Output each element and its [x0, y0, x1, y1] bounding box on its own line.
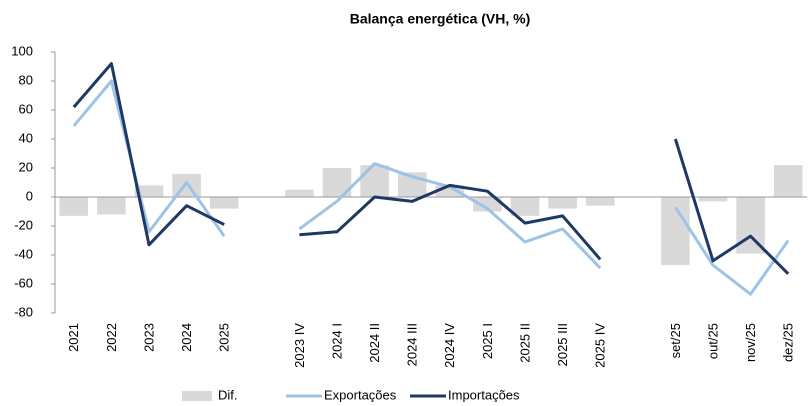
bar: [473, 197, 502, 212]
bar: [585, 197, 615, 206]
y-tick-label: 60: [19, 101, 33, 116]
x-tick-label: set/25: [668, 323, 683, 358]
y-tick-label: 100: [11, 43, 33, 58]
y-tick-label: 40: [19, 130, 33, 145]
bar: [209, 197, 239, 209]
x-tick-label: 2024: [179, 323, 194, 352]
x-tick-label: 2022: [104, 323, 119, 352]
bar: [59, 197, 89, 216]
x-tick-label: 2024 III: [405, 323, 420, 366]
x-tick-label: dez/25: [781, 323, 796, 362]
y-tick-label: -40: [14, 246, 33, 261]
x-tick-label: nov/25: [743, 323, 758, 362]
x-tick-label: 2023: [141, 323, 156, 352]
x-tick-label: 2024 II: [367, 323, 382, 363]
legend-swatch: [182, 391, 212, 401]
y-tick-label: 20: [19, 159, 33, 174]
chart-title: Balança energética (VH, %): [350, 11, 531, 27]
x-tick-label: 2023 IV: [292, 323, 307, 368]
x-tick-label: 2024 IV: [442, 323, 457, 368]
x-tick-label: 2025 III: [555, 323, 570, 366]
y-tick-label: -60: [14, 275, 33, 290]
bar: [548, 197, 577, 209]
legend-label: Importações: [448, 387, 520, 402]
x-tick-label: 2021: [66, 323, 81, 352]
line: [674, 206, 790, 296]
x-tick-label: 2024 I: [329, 323, 344, 359]
x-tick-label: 2025 II: [517, 323, 532, 363]
x-tick-label: 2025 IV: [593, 323, 608, 368]
bar: [285, 189, 314, 197]
line: [299, 183, 602, 261]
x-tick-label: 2025: [217, 323, 232, 352]
bar: [435, 185, 465, 197]
bar: [510, 197, 540, 216]
x-tick-label: out/25: [705, 323, 720, 359]
line: [72, 79, 226, 238]
bar: [773, 165, 803, 197]
bar: [97, 197, 126, 215]
line: [72, 62, 225, 247]
bar: [360, 165, 389, 197]
bar: [698, 197, 728, 202]
bar: [134, 185, 164, 197]
legend-label: Dif.: [218, 387, 238, 402]
y-tick-label: -80: [14, 304, 33, 319]
legend-label: Exportações: [324, 387, 397, 402]
y-tick-label: 80: [19, 72, 33, 87]
y-tick-label: -20: [14, 217, 33, 232]
x-tick-label: 2025 I: [480, 323, 495, 359]
line: [673, 138, 790, 275]
y-tick-label: 0: [26, 188, 33, 203]
